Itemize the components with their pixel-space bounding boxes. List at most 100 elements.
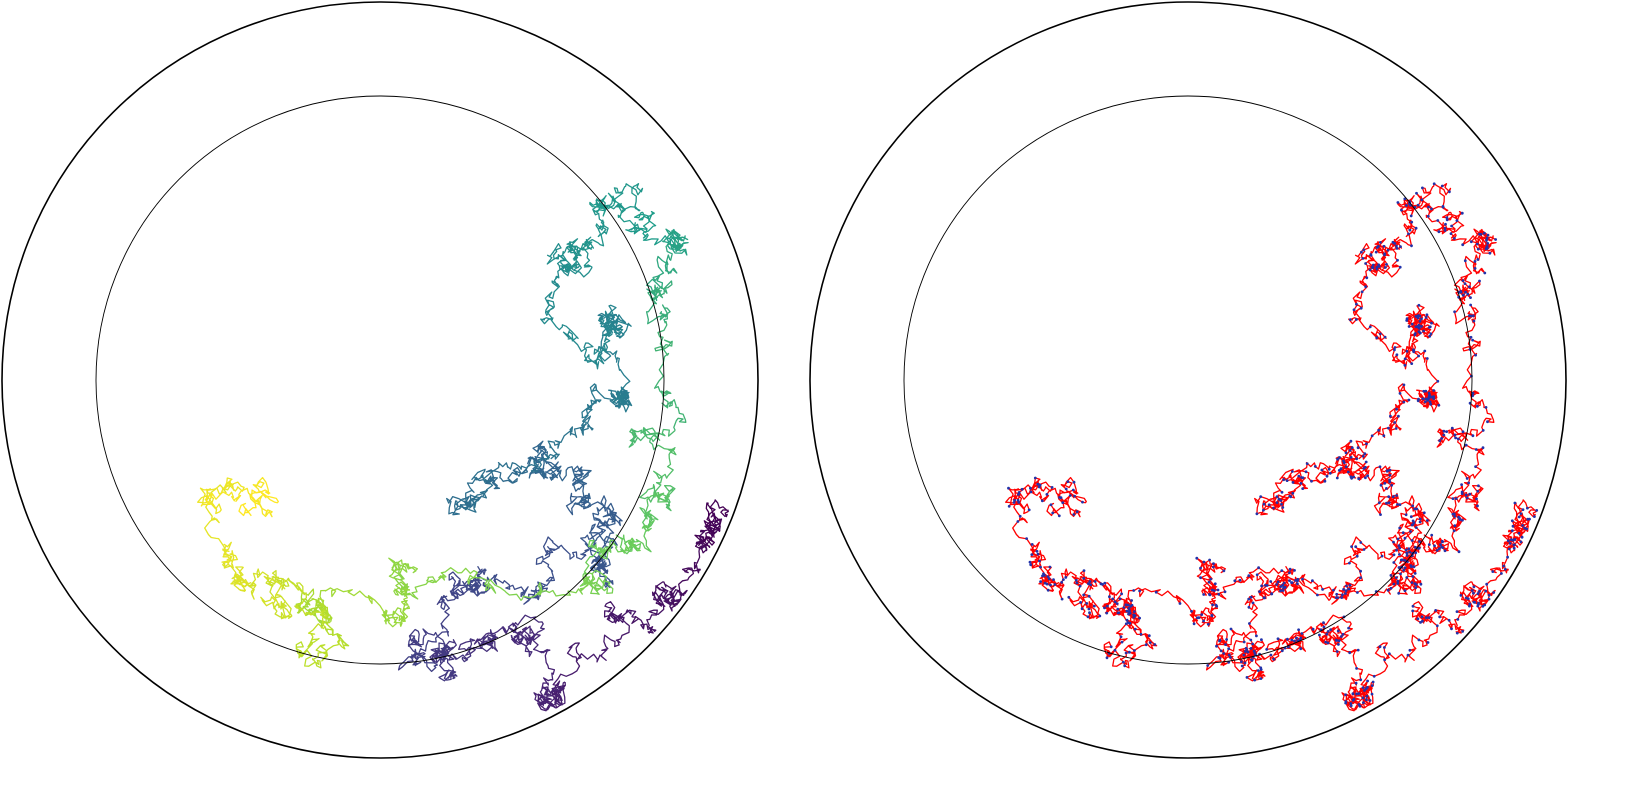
step-marker	[1488, 251, 1492, 255]
step-marker	[1485, 239, 1488, 242]
step-marker	[1472, 591, 1475, 595]
step-marker	[1403, 197, 1407, 201]
step-marker	[1435, 549, 1439, 552]
step-marker	[1282, 581, 1286, 585]
step-marker	[1359, 678, 1363, 682]
step-marker	[1398, 553, 1401, 556]
trajectory-segment	[669, 529, 708, 607]
step-marker	[1350, 476, 1353, 480]
step-marker	[1361, 696, 1365, 700]
step-marker	[1414, 586, 1418, 590]
step-marker	[1349, 456, 1353, 459]
step-marker	[1290, 638, 1294, 642]
step-marker	[1459, 290, 1462, 293]
trajectory-segment	[582, 537, 641, 576]
step-marker	[1383, 266, 1387, 269]
step-marker	[1397, 414, 1400, 418]
step-marker	[1464, 290, 1467, 294]
step-marker	[1443, 229, 1447, 232]
step-marker	[1365, 694, 1369, 698]
step-marker	[1427, 391, 1431, 395]
step-marker	[1416, 316, 1420, 320]
step-marker	[1033, 476, 1037, 480]
step-marker	[1267, 503, 1271, 507]
step-marker	[1471, 338, 1474, 342]
step-marker	[1440, 539, 1444, 543]
step-marker	[1506, 555, 1509, 559]
step-marker	[1502, 564, 1506, 568]
trajectory-segment	[473, 614, 545, 658]
step-marker	[1398, 503, 1402, 506]
step-marker	[1283, 585, 1287, 589]
step-marker	[1202, 593, 1206, 596]
step-marker	[1408, 228, 1412, 232]
step-marker	[1410, 220, 1414, 224]
step-marker	[1344, 589, 1348, 593]
step-marker	[1342, 588, 1345, 591]
step-marker	[1382, 434, 1386, 438]
step-marker	[1350, 446, 1354, 449]
step-marker	[1210, 614, 1214, 617]
step-marker	[1086, 615, 1090, 619]
step-marker	[1397, 544, 1401, 547]
step-marker	[1048, 565, 1052, 569]
step-marker	[1410, 322, 1414, 326]
trajectory-segment	[662, 228, 689, 256]
step-marker	[1364, 687, 1368, 691]
trajectory-step-markers	[1007, 182, 1539, 708]
step-marker	[1348, 561, 1351, 565]
trajectory-segment	[197, 477, 245, 515]
step-marker	[1464, 596, 1468, 600]
step-marker	[1103, 581, 1107, 585]
step-marker	[1087, 594, 1091, 598]
step-marker	[1477, 601, 1480, 605]
trajectory-segment	[388, 557, 419, 596]
trajectory-segment	[231, 568, 286, 607]
step-marker	[1202, 619, 1205, 623]
step-marker	[1339, 467, 1343, 471]
trajectory-segment	[462, 568, 491, 597]
step-marker	[1297, 628, 1300, 632]
step-marker	[1485, 245, 1489, 248]
step-marker	[1341, 593, 1344, 597]
step-marker	[1049, 583, 1052, 587]
step-marker	[1368, 325, 1372, 329]
step-marker	[1233, 579, 1237, 583]
step-marker	[1202, 560, 1206, 564]
step-marker	[1355, 457, 1359, 461]
step-marker	[1212, 562, 1215, 565]
trajectory-segment	[533, 649, 562, 707]
step-marker	[1403, 363, 1407, 367]
step-marker	[1087, 607, 1091, 611]
step-marker	[1388, 652, 1391, 656]
step-marker	[1474, 448, 1478, 451]
step-marker	[1125, 609, 1129, 613]
step-marker	[1385, 501, 1388, 505]
step-marker	[1362, 248, 1366, 252]
step-marker	[1410, 581, 1414, 584]
step-marker	[1508, 542, 1512, 545]
step-marker	[1322, 625, 1326, 629]
step-marker	[1430, 207, 1433, 211]
step-marker	[1521, 508, 1525, 511]
step-marker	[1409, 515, 1413, 519]
outer-boundary-circle	[809, 1, 1567, 759]
step-marker	[1255, 634, 1258, 638]
step-marker	[1217, 592, 1221, 596]
step-marker	[1404, 548, 1408, 552]
step-marker	[1445, 216, 1449, 220]
step-marker	[1106, 604, 1109, 608]
step-marker	[1280, 490, 1284, 494]
step-marker	[1046, 575, 1050, 578]
step-marker	[1359, 576, 1362, 580]
step-marker	[1082, 577, 1086, 580]
step-marker	[1474, 353, 1477, 357]
step-marker	[1311, 627, 1315, 631]
step-marker	[1475, 497, 1478, 501]
step-marker	[1127, 610, 1131, 614]
step-marker	[1460, 492, 1464, 495]
step-marker	[1399, 572, 1402, 576]
step-marker	[1362, 548, 1366, 551]
step-marker	[1208, 558, 1211, 562]
